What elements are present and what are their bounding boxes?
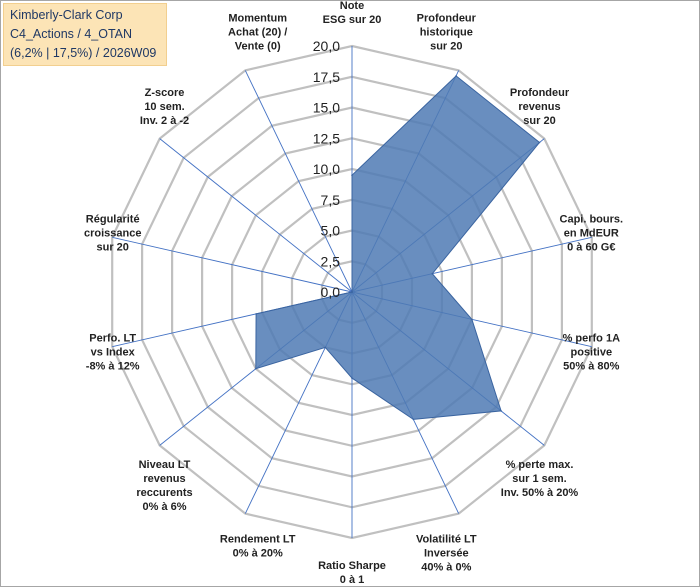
spoke-11 <box>112 236 353 293</box>
axis-label-line: Note <box>340 0 364 12</box>
axis-label-line: Inv. 2 à -2 <box>140 115 189 127</box>
series-point-8 <box>324 346 327 349</box>
tick-label: 5,0 <box>321 223 341 239</box>
axis-label-line: Niveau LT <box>139 459 191 471</box>
axis-label-4: % perfo 1A positive 50% à 80% <box>563 333 621 373</box>
series-point-3 <box>431 272 434 275</box>
axis-label-line: 10 sem. <box>144 101 184 113</box>
axis-label-line: Inv. 50% à 20% <box>501 487 579 499</box>
tick-label: 2,5 <box>321 253 341 269</box>
axis-label-line: Ratio Sharpe <box>318 560 386 572</box>
axis-label-line: en MdEUR <box>564 227 619 239</box>
axis-label-6: Volatilité LT Inversée 40% à 0% <box>416 534 477 574</box>
series-point-10 <box>255 313 257 315</box>
axis-label-line: Rendement LT <box>220 534 296 546</box>
axis-label-line: % perte max. <box>506 459 574 471</box>
axis-label-line: Volatilité LT <box>416 534 477 546</box>
axis-label-line: 0% à 6% <box>142 501 186 513</box>
axis-label-1: Profondeur historique sur 20 <box>417 13 477 53</box>
axis-label-line: sur 20 <box>96 241 128 253</box>
tick-label: 12,5 <box>313 130 340 146</box>
axis-label-line: reccurents <box>136 487 192 499</box>
axis-label-line: vs Index <box>91 347 136 359</box>
axis-label-line: 40% à 0% <box>421 562 471 574</box>
tick-label: 0,0 <box>321 284 341 300</box>
radial-tick-labels: 0,0 2,5 5,0 7,5 10,0 12,5 15,0 17,5 20,0 <box>313 38 340 300</box>
axis-label-line: sur 20 <box>523 115 555 127</box>
axis-label-line: sur 1 sem. <box>512 473 566 485</box>
series-point-0 <box>351 174 353 176</box>
radar-series <box>255 75 541 421</box>
spoke-13 <box>244 70 353 293</box>
axis-label-2: Profondeur revenus sur 20 <box>510 87 570 127</box>
axis-label-line: 0 à 60 G€ <box>567 241 615 253</box>
axis-label-9: Niveau LT revenus reccurents 0% à 6% <box>136 459 192 513</box>
axis-labels: Note ESG sur 20 Profondeur historique sur 20… <box>84 0 623 586</box>
series-point-13 <box>351 291 353 293</box>
axis-label-line: revenus <box>143 473 185 485</box>
axis-label-11: Régularité croissance sur 20 <box>84 213 141 253</box>
tick-label: 17,5 <box>313 69 340 85</box>
axis-label-13: Momentum Achat (20) / Vente (0) <box>228 13 287 53</box>
axis-label-line: historique <box>420 27 473 39</box>
axis-label-line: Vente (0) <box>235 41 281 53</box>
axis-label-line: Régularité <box>86 213 140 225</box>
axis-label-line: 0% à 20% <box>233 548 283 560</box>
tick-label: 20,0 <box>313 38 340 54</box>
axis-label-line: Achat (20) / <box>228 27 287 39</box>
axis-label-12: Z-score 10 sem. Inv. 2 à -2 <box>140 87 189 127</box>
chart-title-box: Kimberly-Clark Corp C4_Actions / 4_OTAN … <box>3 3 167 66</box>
axis-label-line: Z-score <box>145 87 185 99</box>
series-point-4 <box>471 318 473 321</box>
series-point-9 <box>255 367 257 370</box>
series-point-1 <box>455 75 457 77</box>
series-point-7 <box>351 377 353 379</box>
axis-label-line: positive <box>571 347 613 359</box>
axis-label-line: % perfo 1A <box>563 333 621 345</box>
axis-label-10: Perfo. LT vs Index -8% à 12% <box>86 333 140 373</box>
axis-label-line: revenus <box>518 101 560 113</box>
axis-label-line: croissance <box>84 227 141 239</box>
chart-title-line-3: (6,2% | 17,5%) / 2026W09 <box>10 46 157 60</box>
axis-label-line: Perfo. LT <box>89 333 136 345</box>
axis-label-line: -8% à 12% <box>86 361 140 373</box>
axis-label-7: Ratio Sharpe 0 à 1 <box>318 560 386 586</box>
axis-label-line: Capi. bours. <box>560 213 624 225</box>
tick-label: 15,0 <box>313 100 340 116</box>
chart-title-line-1: Kimberly-Clark Corp <box>10 8 123 22</box>
axis-label-line: sur 20 <box>430 41 462 53</box>
tick-label: 7,5 <box>321 192 341 208</box>
axis-label-line: Momentum <box>228 13 287 25</box>
axis-label-0: Note ESG sur 20 <box>323 0 382 26</box>
axis-label-line: ESG sur 20 <box>323 14 382 26</box>
tick-label: 10,0 <box>313 161 340 177</box>
axis-label-line: Inversée <box>424 548 469 560</box>
spoke-12 <box>159 138 353 293</box>
axis-label-8: Rendement LT 0% à 20% <box>220 534 296 560</box>
axis-label-line: 0 à 1 <box>340 574 364 586</box>
series-point-6 <box>412 418 415 421</box>
chart-title-line-2: C4_Actions / 4_OTAN <box>10 27 133 41</box>
axis-label-line: 50% à 80% <box>563 361 619 373</box>
axis-label-line: Profondeur <box>510 87 570 99</box>
series-point-2 <box>538 141 541 144</box>
axis-label-line: Profondeur <box>417 13 477 25</box>
axis-label-5: % perte max. sur 1 sem. Inv. 50% à 20% <box>501 459 579 499</box>
series-point-5 <box>500 410 502 412</box>
axis-label-3: Capi. bours. en MdEUR 0 à 60 G€ <box>560 213 624 253</box>
